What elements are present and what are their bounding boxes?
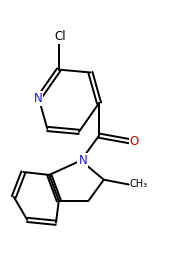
Text: N: N (78, 154, 87, 167)
Text: N: N (33, 92, 42, 105)
Text: Cl: Cl (54, 30, 66, 42)
Text: O: O (130, 135, 139, 148)
Text: CH₃: CH₃ (130, 179, 148, 189)
